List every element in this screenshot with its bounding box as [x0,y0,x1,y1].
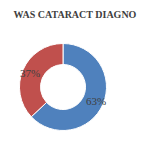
svg-text:37%: 37% [20,67,40,79]
svg-text:63%: 63% [86,95,106,107]
svg-text:WAS CATARACT DIAGNO: WAS CATARACT DIAGNO [14,9,137,20]
